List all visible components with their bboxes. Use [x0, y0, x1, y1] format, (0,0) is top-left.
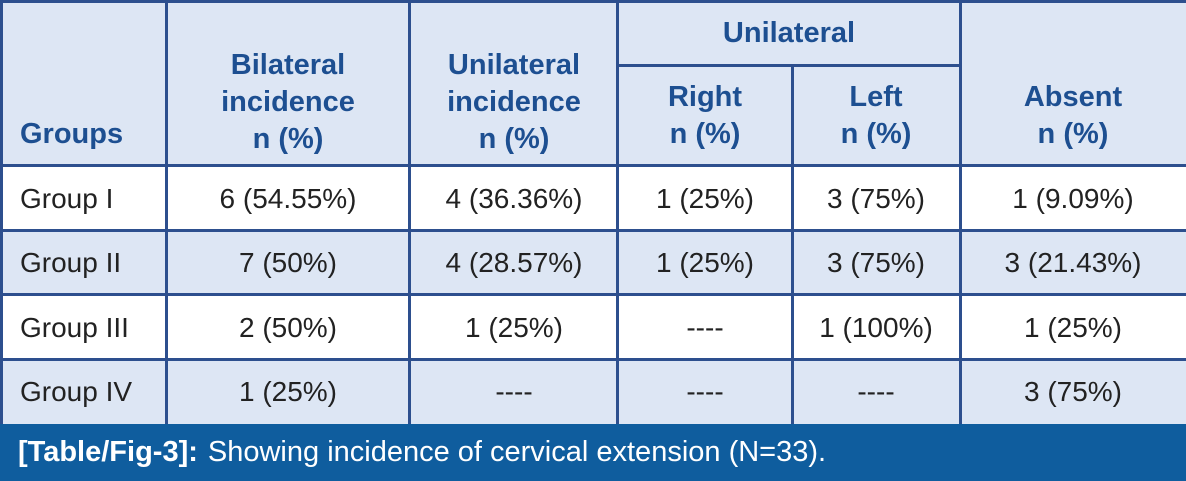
header-groups-label: Groups: [20, 118, 124, 150]
header-left-line-1: Left: [849, 81, 903, 113]
column-divider: [616, 0, 619, 424]
table-cell: 4 (28.57%): [410, 231, 618, 295]
column-divider: [165, 0, 168, 424]
cell-value: 1 (25%): [655, 247, 755, 278]
table-cell: 2 (50%): [166, 295, 410, 360]
row-divider: [616, 64, 962, 67]
cell-value: 1 (25%): [464, 311, 564, 343]
caption-label: [Table/Fig-3]:: [18, 436, 198, 468]
row-divider: [0, 229, 1186, 232]
row-label: Group II: [20, 247, 122, 278]
row-divider: [0, 164, 1186, 167]
cell-value: 1 (25%): [1023, 311, 1123, 343]
header-absent-line-1: Absent: [1023, 81, 1123, 113]
header-unilateral-incidence: Unilateral incidence n (%): [410, 0, 618, 166]
cell-value: 4 (28.57%): [445, 247, 583, 278]
table-cell: 3 (21.43%): [960, 231, 1186, 295]
header-bilateral-line-1: Bilateral: [230, 48, 346, 81]
cell-value: 1 (25%): [655, 182, 755, 214]
header-right-line-1: Right: [667, 81, 743, 113]
table-cell: 6 (54.55%): [166, 166, 410, 231]
header-unilateral-incidence-line-1: Unilateral: [447, 48, 581, 81]
table-cell: 1 (25%): [960, 295, 1186, 360]
table-cell: 1 (25%): [618, 231, 792, 295]
caption-text: Showing incidence of cervical extension …: [207, 436, 827, 468]
table-cell: ----: [410, 360, 618, 424]
cell-value: ----: [686, 376, 724, 407]
cell-value: 3 (75%): [826, 247, 926, 278]
header-bilateral-line-3: n (%): [252, 122, 324, 155]
table-cell: 4 (36.36%): [410, 166, 618, 231]
header-unilateral-group-label: Unilateral: [722, 16, 856, 49]
table-cell: 3 (75%): [960, 360, 1186, 424]
cell-value: ----: [495, 376, 533, 407]
table-cell: 1 (25%): [410, 295, 618, 360]
table-cell: 1 (9.09%): [960, 166, 1186, 231]
header-unilateral-incidence-line-3: n (%): [478, 122, 550, 155]
header-left-line-2: n (%): [840, 118, 912, 150]
header-absent-line-2: n (%): [1037, 118, 1109, 150]
data-table: Groups Bilateral incidence n (%) Unilate…: [0, 0, 1186, 424]
column-divider: [959, 0, 962, 424]
table-caption: [Table/Fig-3]: Showing incidence of cerv…: [0, 424, 1186, 481]
table-cell: ----: [618, 295, 792, 360]
header-groups: Groups: [0, 0, 166, 166]
row-divider: [0, 293, 1186, 296]
table-cell: ----: [792, 360, 960, 424]
table-cell: 3 (75%): [792, 231, 960, 295]
cell-value: 4 (36.36%): [445, 182, 583, 214]
cell-value: 7 (50%): [238, 247, 338, 278]
cell-value: 6 (54.55%): [219, 182, 357, 214]
cell-value: 3 (21.43%): [1004, 247, 1142, 278]
header-unilateral-incidence-line-2: incidence: [447, 85, 581, 118]
table-cell: Group IV: [0, 360, 166, 424]
table-border-top: [0, 0, 1186, 3]
header-absent: Absent n (%): [960, 0, 1186, 166]
row-label: Group III: [20, 311, 129, 343]
row-divider: [0, 358, 1186, 361]
cell-value: 3 (75%): [1023, 376, 1123, 407]
cell-value: ----: [686, 311, 724, 343]
cell-value: 3 (75%): [826, 182, 926, 214]
table-cell: 1 (25%): [166, 360, 410, 424]
row-label: Group I: [20, 182, 114, 214]
table-cell: ----: [618, 360, 792, 424]
header-unilateral-group: Unilateral: [618, 0, 960, 66]
table-cell: 1 (25%): [618, 166, 792, 231]
cell-value: ----: [857, 376, 895, 407]
cell-value: 1 (25%): [238, 376, 338, 407]
table-cell: 1 (100%): [792, 295, 960, 360]
header-right: Right n (%): [618, 66, 792, 166]
header-bilateral-incidence: Bilateral incidence n (%): [166, 0, 410, 166]
cell-value: 1 (9.09%): [1012, 182, 1134, 214]
cell-value: 1 (100%): [819, 311, 933, 343]
table-cell: Group III: [0, 295, 166, 360]
cell-value: 2 (50%): [238, 311, 338, 343]
column-divider: [408, 0, 411, 424]
table-cell: 7 (50%): [166, 231, 410, 295]
table-border-left: [0, 0, 3, 424]
row-label: Group IV: [20, 376, 133, 407]
column-divider: [791, 66, 794, 424]
header-left: Left n (%): [792, 66, 960, 166]
table-cell: Group II: [0, 231, 166, 295]
header-bilateral-line-2: incidence: [221, 85, 355, 118]
table-cell: 3 (75%): [792, 166, 960, 231]
header-right-line-2: n (%): [669, 118, 741, 150]
table-cell: Group I: [0, 166, 166, 231]
